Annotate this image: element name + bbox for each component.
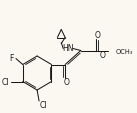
Text: O: O bbox=[99, 51, 105, 59]
Text: Cl: Cl bbox=[1, 77, 9, 86]
Text: O: O bbox=[63, 78, 69, 87]
Text: O: O bbox=[94, 30, 100, 39]
Text: Cl: Cl bbox=[39, 101, 47, 109]
Text: HN: HN bbox=[62, 44, 74, 53]
Text: OCH₃: OCH₃ bbox=[116, 48, 133, 54]
Text: F: F bbox=[9, 54, 14, 63]
